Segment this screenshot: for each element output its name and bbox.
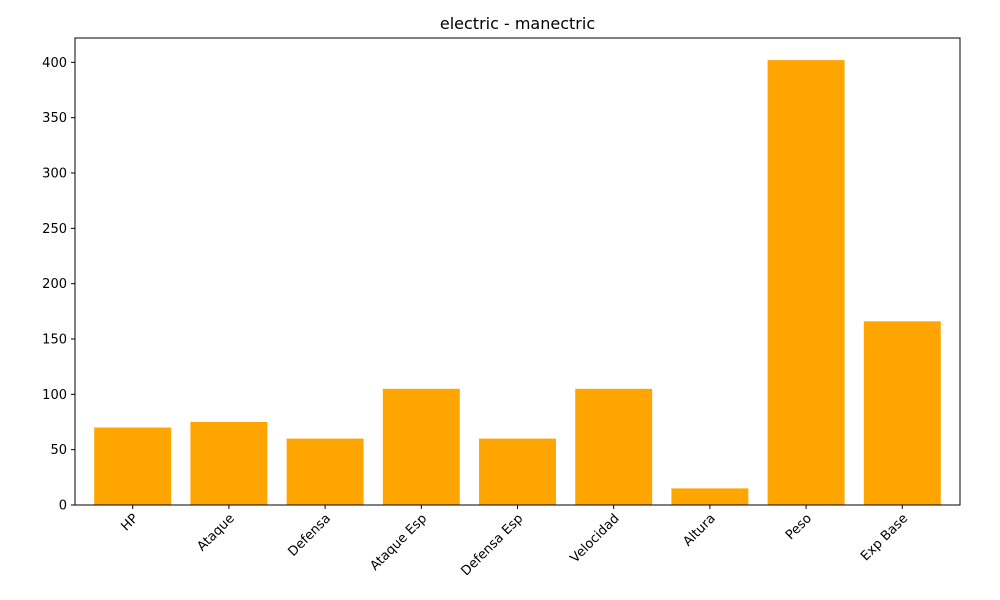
x-tick-label: HP — [118, 511, 141, 534]
y-tick-label: 50 — [50, 443, 67, 458]
x-tick-label: Exp Base — [858, 511, 911, 564]
y-tick-label: 300 — [42, 167, 67, 182]
y-tick-label: 100 — [42, 388, 67, 403]
x-tick-label: Defensa — [285, 511, 333, 559]
bar-peso — [767, 60, 845, 506]
y-tick-label: 150 — [42, 333, 67, 348]
y-tick-label: 400 — [42, 56, 67, 71]
bar-hp — [94, 427, 172, 505]
bar-velocidad — [575, 388, 653, 505]
x-tick-label: Ataque Esp — [367, 511, 430, 574]
bar-altura — [671, 488, 749, 505]
chart-title: electric - manectric — [440, 14, 595, 33]
y-tick-label: 200 — [42, 277, 67, 292]
bar-exp-base — [863, 321, 941, 505]
bar-defensa — [286, 438, 364, 505]
x-tick-label: Ataque — [194, 511, 237, 554]
y-tick-label: 250 — [42, 222, 67, 237]
y-tick-label: 0 — [59, 499, 67, 514]
bar-ataque — [190, 422, 268, 505]
plot-frame — [74, 37, 961, 506]
x-tick-label: Peso — [783, 511, 815, 543]
x-axis: HP Ataque Defensa Ataque Esp Defensa Esp Velo… — [118, 505, 911, 579]
bar-defensa-esp — [479, 438, 556, 505]
x-tick-label: Defensa Esp — [458, 511, 526, 579]
y-tick-label: 350 — [42, 111, 67, 126]
bars — [94, 60, 941, 506]
x-tick-label: Altura — [680, 511, 718, 549]
x-tick-label: Velocidad — [568, 511, 623, 566]
y-axis: 0 50 100 150 200 250 300 350 400 — [42, 56, 75, 514]
bar-ataque-esp — [382, 388, 460, 505]
